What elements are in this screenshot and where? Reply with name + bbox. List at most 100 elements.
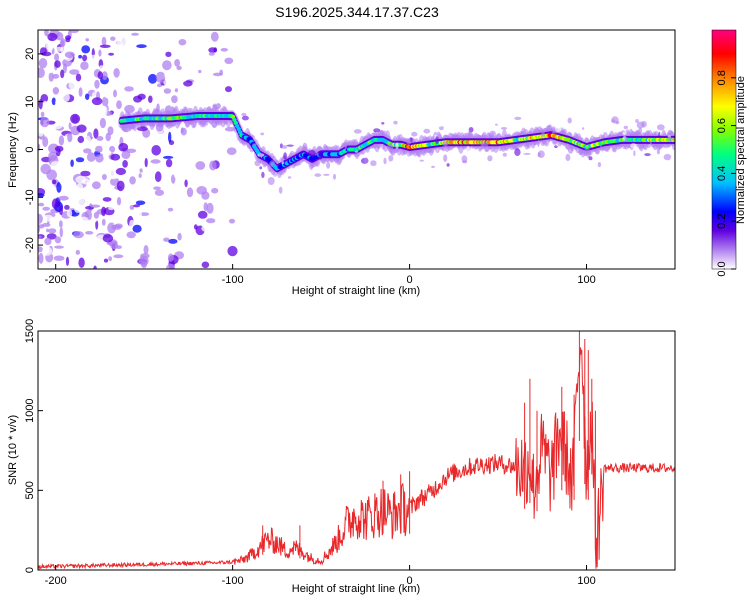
noise-blob xyxy=(208,52,215,56)
chart-title: S196.2025.344.17.37.C23 xyxy=(275,4,439,20)
noise-blob xyxy=(113,68,120,78)
noise-blob xyxy=(100,105,108,117)
scatter-blob xyxy=(393,120,398,125)
ridge-core xyxy=(236,127,241,131)
noise-blob xyxy=(108,206,115,211)
scatter-blob xyxy=(241,115,249,121)
scatter-blob xyxy=(431,165,435,168)
snr-x-label: Height of straight line (km) xyxy=(292,583,420,595)
noise-blob xyxy=(136,44,147,49)
x-tick-label: -100 xyxy=(222,274,244,286)
scatter-blob xyxy=(567,117,572,124)
noise-blob xyxy=(184,179,188,188)
noise-blob xyxy=(127,130,133,142)
scatter-blob xyxy=(670,156,674,161)
noise-blob xyxy=(38,38,41,46)
noise-blob xyxy=(42,149,50,156)
noise-blob xyxy=(206,218,216,224)
noise-blob xyxy=(45,69,55,74)
noise-blob xyxy=(76,124,87,133)
noise-blob xyxy=(58,135,65,146)
x-tick-label: -200 xyxy=(45,274,67,286)
noise-blob xyxy=(75,157,85,163)
noise-blob xyxy=(98,86,105,93)
y-tick-label: 1500 xyxy=(24,319,36,343)
noise-blob xyxy=(70,159,74,167)
snr-line xyxy=(38,347,675,570)
noise-blob xyxy=(119,175,131,180)
noise-blob xyxy=(121,150,131,159)
scatter-blob xyxy=(353,129,362,134)
noise-blob xyxy=(164,72,174,80)
noise-blob xyxy=(101,36,107,47)
scatter-blob xyxy=(438,123,443,127)
noise-blob xyxy=(197,210,208,219)
noise-blob xyxy=(71,222,83,228)
noise-blob xyxy=(110,241,119,250)
noise-blob xyxy=(51,97,56,106)
noise-blob xyxy=(196,142,202,152)
scatter-blob xyxy=(241,112,247,117)
noise-blob xyxy=(59,177,67,186)
noise-blob xyxy=(65,153,77,157)
scatter-blob xyxy=(446,163,450,167)
noise-blob xyxy=(174,59,181,67)
noise-blob xyxy=(174,88,178,93)
ridge-core xyxy=(237,130,243,135)
noise-blob xyxy=(225,78,234,86)
y-tick-label: -10 xyxy=(24,189,36,205)
scatter-blob xyxy=(390,126,393,133)
noise-blob xyxy=(116,34,121,39)
noise-blob xyxy=(78,216,89,224)
scatter-blob xyxy=(383,157,387,165)
noise-blob xyxy=(77,36,82,43)
noise-blob xyxy=(59,205,63,216)
noise-blob xyxy=(75,249,81,255)
noise-blob xyxy=(80,170,91,177)
noise-blob xyxy=(38,67,45,78)
noise-blob xyxy=(196,186,207,195)
noise-blob xyxy=(82,54,88,62)
scatter-blob xyxy=(310,162,318,168)
noise-blob xyxy=(102,186,109,191)
noise-blob xyxy=(173,160,178,169)
noise-blob xyxy=(89,204,101,208)
noise-blob xyxy=(44,237,52,246)
noise-blob xyxy=(224,57,234,64)
noise-blob xyxy=(41,222,51,227)
noise-blob xyxy=(46,40,54,51)
noise-blob xyxy=(169,200,173,208)
noise-blob xyxy=(60,159,66,165)
noise-blob xyxy=(184,150,189,157)
noise-blob xyxy=(189,143,194,151)
noise-blob xyxy=(78,87,83,97)
noise-blob xyxy=(103,258,109,263)
noise-blob xyxy=(201,261,210,269)
noise-blob xyxy=(43,199,49,207)
noise-blob xyxy=(67,132,73,143)
spectrogram-y-ticks: -20 -10 0 10 20 xyxy=(24,48,43,253)
noise-blob xyxy=(174,197,180,201)
noise-blob xyxy=(95,154,104,163)
noise-blob xyxy=(150,46,158,57)
scatter-blob xyxy=(287,176,292,179)
colorbar-tick-label: 0.6 xyxy=(716,118,728,133)
noise-blob xyxy=(186,187,194,198)
noise-blob xyxy=(154,171,162,183)
noise-blob xyxy=(98,49,102,57)
scatter-blob xyxy=(254,160,261,167)
noise-blob xyxy=(129,205,135,210)
noise-blob xyxy=(108,256,112,262)
scatter-blob xyxy=(509,160,513,167)
scatter-blob xyxy=(252,143,258,146)
noise-blob xyxy=(215,176,221,183)
noise-blob xyxy=(101,174,107,180)
noise-blob xyxy=(99,117,106,129)
noise-blob xyxy=(102,71,108,81)
noise-blob xyxy=(50,161,62,168)
noise-blob xyxy=(207,100,219,105)
spectrogram-x-label: Height of straight line (km) xyxy=(292,285,420,297)
snr-y-label: SNR (10 * v/v) xyxy=(7,415,19,485)
scatter-blob xyxy=(656,150,661,155)
colorbar: 0.0 0.2 0.4 0.6 0.8 Normalized spectral ampl… xyxy=(711,29,747,277)
